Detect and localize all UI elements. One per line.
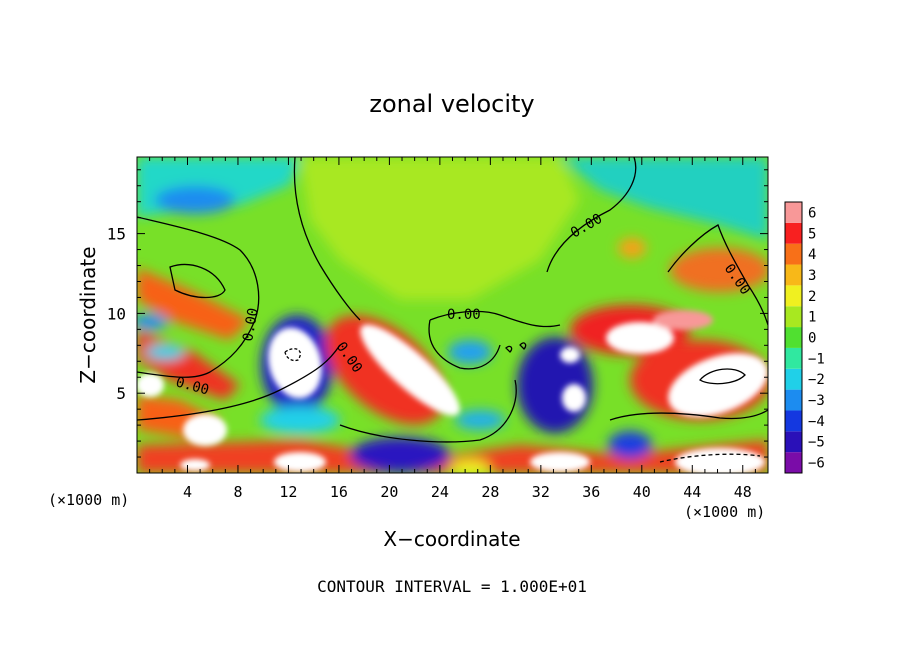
contour-line-dashed (284, 348, 301, 362)
contour-line (137, 216, 260, 378)
colorbar-label: 2 (808, 289, 816, 305)
x-unit-right: (×1000 m) (684, 503, 765, 521)
colorbar-label: −6 (808, 456, 825, 472)
colorbar-label: −5 (808, 435, 825, 451)
contour-line (699, 368, 746, 385)
contour-line (546, 157, 637, 273)
contour-line (339, 379, 517, 443)
x-tick-label: 16 (330, 483, 348, 501)
colorbar-swatch (785, 285, 802, 307)
colorbar-frame (784, 201, 803, 474)
contour-line (429, 310, 561, 328)
contour-line (609, 409, 768, 421)
x-tick-label: 48 (734, 483, 752, 501)
y-tick-label: 10 (107, 304, 126, 323)
colorbar-swatch (785, 389, 802, 411)
colorbar-swatch (785, 243, 802, 265)
colorbar-swatch (785, 202, 802, 223)
colorbar-swatch (785, 452, 802, 473)
colorbar-swatch (785, 368, 802, 390)
colorbar-label: −4 (808, 414, 825, 430)
colorbar-label: −3 (808, 393, 825, 409)
colorbar-label: −2 (808, 372, 825, 388)
contour-line-dashed (659, 453, 761, 463)
colorbar: −6 −5 −4 −3 −2 −1 0 1 2 3 4 5 6 (784, 201, 825, 474)
colorbar-swatch (785, 222, 802, 244)
contour-line (169, 263, 226, 299)
x-tick-label: 36 (582, 483, 600, 501)
colorbar-label: 4 (808, 247, 816, 263)
contour-line (667, 224, 768, 326)
colorbar-label: 0 (808, 331, 816, 347)
x-tick-label: 12 (279, 483, 297, 501)
colorbar-swatch (785, 327, 802, 348)
contour-line (293, 157, 361, 321)
x-tick-label: 44 (683, 483, 701, 501)
contour-line (137, 344, 341, 421)
contour-labels: 0.00 0.00 0.00 0.00 0.00 0.00 (174, 211, 753, 399)
contour-line (505, 342, 527, 353)
contour-label: 0.00 (240, 307, 262, 343)
y-axis: 5 10 15 (107, 169, 768, 458)
field-shading (137, 157, 768, 473)
contour-interval-footer: CONTOUR INTERVAL = 1.000E+01 (317, 577, 587, 596)
colorbar-label: 1 (808, 310, 816, 326)
y-axis-label: Z−coordinate (76, 246, 100, 383)
zero-contours (137, 157, 768, 463)
x-axis-label: X−coordinate (383, 527, 520, 551)
y-tick-label: 5 (116, 384, 126, 403)
colorbar-label: 6 (808, 205, 816, 221)
colorbar-swatch (785, 347, 802, 369)
colorbar-swatch (785, 306, 802, 328)
x-tick-label: 28 (481, 483, 499, 501)
colorbar-swatch (785, 431, 802, 453)
colorbar-label: −1 (808, 351, 825, 367)
contour-line (428, 319, 501, 370)
colorbar-label: 3 (808, 268, 816, 284)
colorbar-swatch (785, 264, 802, 286)
x-tick-label: 40 (633, 483, 651, 501)
colorbar-swatch (785, 410, 802, 432)
field-highlights (137, 310, 768, 473)
plot-area: 0.00 0.00 0.00 0.00 0.00 0.00 (137, 157, 768, 473)
chart-title: zonal velocity (369, 90, 534, 118)
x-unit-left: (×1000 m) (48, 491, 129, 509)
x-tick-label: 8 (233, 483, 242, 501)
contour-label: 0.00 (447, 307, 481, 323)
x-tick-label: 32 (532, 483, 550, 501)
x-tick-label: 4 (183, 483, 192, 501)
x-tick-label: 20 (380, 483, 398, 501)
x-axis: 4 8 12 16 20 24 28 32 36 40 44 48 (149, 157, 756, 501)
colorbar-label: 5 (808, 226, 816, 242)
x-tick-label: 24 (431, 483, 449, 501)
y-tick-label: 15 (107, 225, 126, 244)
